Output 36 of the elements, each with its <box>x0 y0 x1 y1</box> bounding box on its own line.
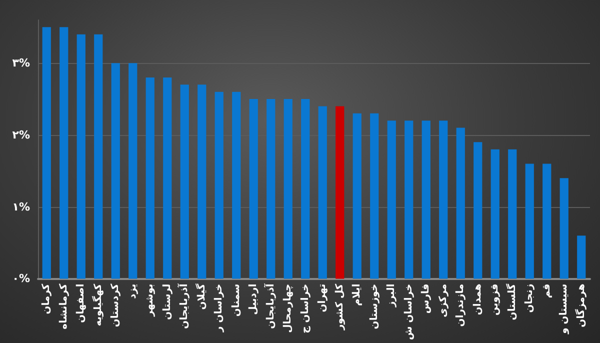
x-tick-label: البرز <box>386 284 398 308</box>
x-tick-label: کردستان <box>110 284 122 328</box>
x-tick-label: ایلام <box>352 284 363 306</box>
x-tick-label: آذربایجان <box>177 283 190 329</box>
x-tick-label: اردبیل <box>248 284 260 315</box>
y-tick-label: ۲% <box>12 128 30 142</box>
x-tick-label: خراسان ر <box>214 284 225 333</box>
x-tick-label: سمنان <box>230 284 242 317</box>
x-tick-label: چهارمحال <box>282 284 294 333</box>
x-tick-label: خراسان ج <box>300 284 311 334</box>
x-tick-label: گیلان <box>194 284 208 310</box>
x-tick-label: همدان <box>472 284 484 316</box>
x-tick-label: کهگیلویه <box>90 284 104 326</box>
x-tick-label: هرمزگان <box>574 284 587 328</box>
x-tick-label: مرکزی <box>438 284 449 318</box>
x-tick-label: تهران <box>317 284 328 312</box>
x-tick-label: قم <box>541 284 552 298</box>
x-tick-label: مازندران <box>455 284 466 327</box>
x-tick-label: کرمان <box>41 284 52 314</box>
x-tick-label: سیستان و <box>558 284 570 335</box>
y-tick-label: ۳% <box>12 56 30 70</box>
x-tick-label: زنجان <box>524 284 536 313</box>
x-tick-label: اصفهان <box>76 284 87 323</box>
x-tick-label: یزد <box>127 283 138 299</box>
x-tick-label: بوشهر <box>144 284 156 318</box>
x-tick-label: خوزستان <box>368 284 380 330</box>
x-tick-label: قزوین <box>490 284 501 316</box>
y-tick-label: ۱% <box>12 200 30 214</box>
x-tick-label: لرستان <box>162 284 173 320</box>
x-tick-label: گلستان <box>504 284 518 320</box>
x-tick-label: کل کشور <box>334 284 346 331</box>
x-tick-label: فارس <box>420 284 432 314</box>
x-tick-label: کرمانشاه <box>58 284 70 330</box>
x-tick-label: آذربایجان <box>263 283 276 329</box>
y-tick-label: ۰% <box>12 272 30 286</box>
x-tick-label: خراسان ش <box>403 284 414 340</box>
